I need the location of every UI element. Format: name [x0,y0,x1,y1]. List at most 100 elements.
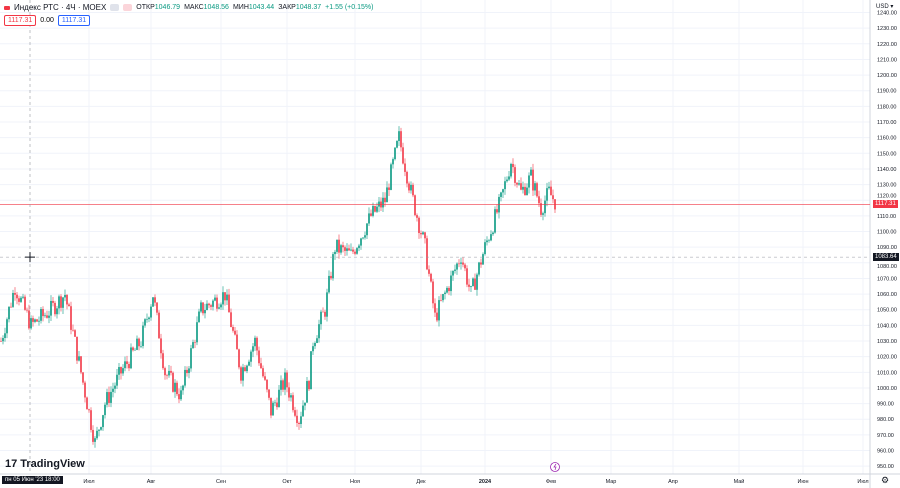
x-tick-label: Ноя [350,479,360,485]
settings-gear-icon[interactable]: ⚙ [881,475,890,485]
candle-body [270,397,272,416]
candle-body [116,374,118,386]
symbol-title[interactable]: Индекс РТС · 4Ч · MOEX [14,3,107,12]
candle-body [318,324,320,339]
candle-body [430,273,432,282]
candle-body [146,319,148,320]
candle-body [12,292,14,307]
candle-body [38,320,40,322]
candle-body [416,215,418,218]
currency-select[interactable]: USD ▾ [876,4,894,10]
candle-body [72,329,74,331]
candle-body [176,382,178,395]
candle-body [130,347,132,369]
candle-body [214,297,216,301]
candle-body [86,397,88,410]
candle-body [198,311,200,323]
candle-body [240,367,242,381]
y-tick-label: 1000.00 [877,386,897,392]
candle-body [282,380,284,390]
candle-body [26,309,28,311]
y-tick-label: 1160.00 [877,136,896,142]
candle-body [314,342,316,347]
candle-body [48,315,50,318]
x-tick-label: Окт [282,479,292,485]
candle-body [516,182,518,185]
candle-body [330,275,332,279]
candle-body [262,368,264,377]
low-label: МИН [232,4,249,11]
candle-body [518,183,520,185]
candle-body [276,402,278,408]
candle-body [32,318,34,322]
close-label: ЗАКР [278,4,296,11]
candle-body [110,391,112,403]
candle-body [296,415,298,423]
candle-body [472,278,474,286]
candle-body [180,390,182,400]
candle-body [316,338,318,343]
candle-body [290,395,292,398]
candle-body [152,297,154,307]
y-tick-label: 950.00 [877,464,894,470]
candle-body [62,297,64,308]
close-value: 1048.37 [295,4,322,11]
y-tick-label: 1120.00 [877,193,896,199]
y-tick-label: 1180.00 [877,104,896,110]
candle-body [460,262,462,264]
y-tick-label: 970.00 [877,433,894,439]
y-tick-label: 1020.00 [877,355,897,361]
candle-body [474,278,476,290]
candle-body [200,302,202,312]
candle-body [190,348,192,369]
menu-icon[interactable] [123,4,133,11]
y-tick-label: 1210.00 [877,57,897,63]
candle-body [352,249,354,252]
candle-body [16,294,18,299]
y-tick-label: 1070.00 [877,276,897,282]
candle-body [230,312,232,328]
candle-body [392,159,394,165]
candle-body [20,297,22,302]
candle-body [456,263,458,270]
candle-body [504,181,506,190]
candle-body [164,368,166,376]
candle-body [68,304,70,307]
sell-button[interactable]: 1117.31 [4,15,37,26]
candle-body [218,307,220,309]
tradingview-logo[interactable]: 17 TradingView [5,458,85,470]
candle-body [466,268,468,285]
candle-body [44,315,46,317]
candle-body [256,337,258,351]
candle-body [350,249,352,251]
candle-body [100,427,102,430]
candle-body [66,294,68,305]
candle-body [108,392,110,403]
candle-body [104,404,106,416]
open-value: 1046.79 [154,4,181,11]
candle-body [438,300,440,321]
candle-body [302,405,304,417]
candle-body [332,254,334,279]
candle-body [324,311,326,317]
candle-body [500,192,502,197]
candle-body [210,305,212,307]
candle-body [102,415,104,428]
candle-body [300,416,302,424]
candle-body [328,275,330,293]
candle-body [132,347,134,351]
candle-body [440,300,442,301]
candle-body [462,262,464,265]
candle-body [96,430,98,439]
candle-body [46,315,48,318]
spread-value: 0.00 [40,17,54,24]
candle-body [162,353,164,369]
candle-body [10,306,12,308]
candle-body [168,370,170,376]
candle-body [212,300,214,307]
collapse-icon[interactable] [110,4,120,11]
buy-button[interactable]: 1117.31 [57,15,91,26]
candle-body [82,372,84,383]
candle-body [370,213,372,216]
